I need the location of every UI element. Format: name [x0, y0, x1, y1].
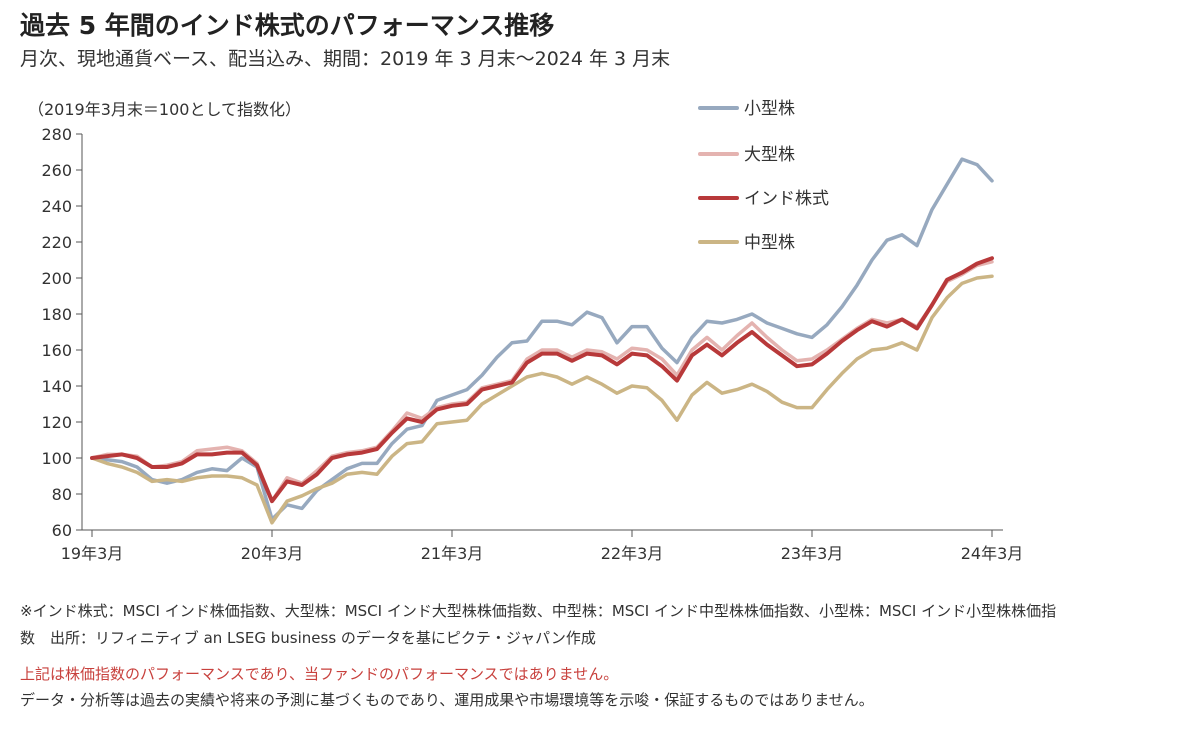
y-tick-label: 240	[41, 197, 72, 216]
x-tick-label: 23年3月	[781, 544, 844, 563]
y-tick-label: 60	[52, 521, 72, 540]
line-chart: （2019年3月末＝100として指数化） 60 80 100 120 140 160 180…	[28, 99, 1024, 563]
y-tick-label: 80	[52, 485, 72, 504]
series-line-small-cap	[90, 157, 994, 521]
y-tick-label: 180	[41, 305, 72, 324]
x-axis: 19年3月 20年3月 21年3月 22年3月 23年3月 24年3月	[61, 529, 1024, 563]
series-line-india-equity	[90, 256, 994, 504]
y-tick-label: 100	[41, 449, 72, 468]
legend-label-mid-cap: 中型株	[744, 233, 795, 253]
series-lines	[90, 157, 994, 525]
chart-subtitle: 月次、現地通貨ベース、配当込み、期間：2019 年 3 月末～2024 年 3 …	[20, 48, 671, 70]
y-tick-label: 140	[41, 377, 72, 396]
x-tick-label: 24年3月	[961, 544, 1024, 563]
series-line-large-cap	[90, 260, 994, 503]
y-tick-label: 260	[41, 161, 72, 180]
series-line-mid-cap	[90, 274, 994, 525]
x-tick-label: 20年3月	[241, 544, 304, 563]
legend-label-small-cap: 小型株	[744, 99, 795, 119]
y-unit-label: （2019年3月末＝100として指数化）	[28, 100, 301, 119]
chart-title: 過去 5 年間のインド株式のパフォーマンス推移	[20, 11, 555, 40]
footnote-sources-line2: 数 出所：リフィニティブ an LSEG business のデータを基にピクテ…	[20, 629, 596, 647]
y-tick-label: 200	[41, 269, 72, 288]
footnote-sources-line1: ※インド株式：MSCI インド株価指数、大型株：MSCI インド大型株株価指数、…	[20, 602, 1057, 620]
legend-label-india-equity: インド株式	[744, 189, 829, 209]
y-tick-label: 220	[41, 233, 72, 252]
y-tick-label: 160	[41, 341, 72, 360]
x-tick-label: 22年3月	[601, 544, 664, 563]
y-axis: 60 80 100 120 140 160 180 200 220 240 260 280	[41, 125, 83, 540]
y-tick-label: 120	[41, 413, 72, 432]
x-tick-label: 21年3月	[421, 544, 484, 563]
legend-label-large-cap: 大型株	[744, 145, 795, 165]
x-tick-label: 19年3月	[61, 544, 124, 563]
footnote-disclaimer-red: 上記は株価指数のパフォーマンスであり、当ファンドのパフォーマンスではありません。	[20, 665, 619, 683]
footnote-disclaimer: データ・分析等は過去の実績や将来の予測に基づくものであり、運用成果や市場環境等を…	[20, 691, 874, 709]
y-tick-label: 280	[41, 125, 72, 144]
